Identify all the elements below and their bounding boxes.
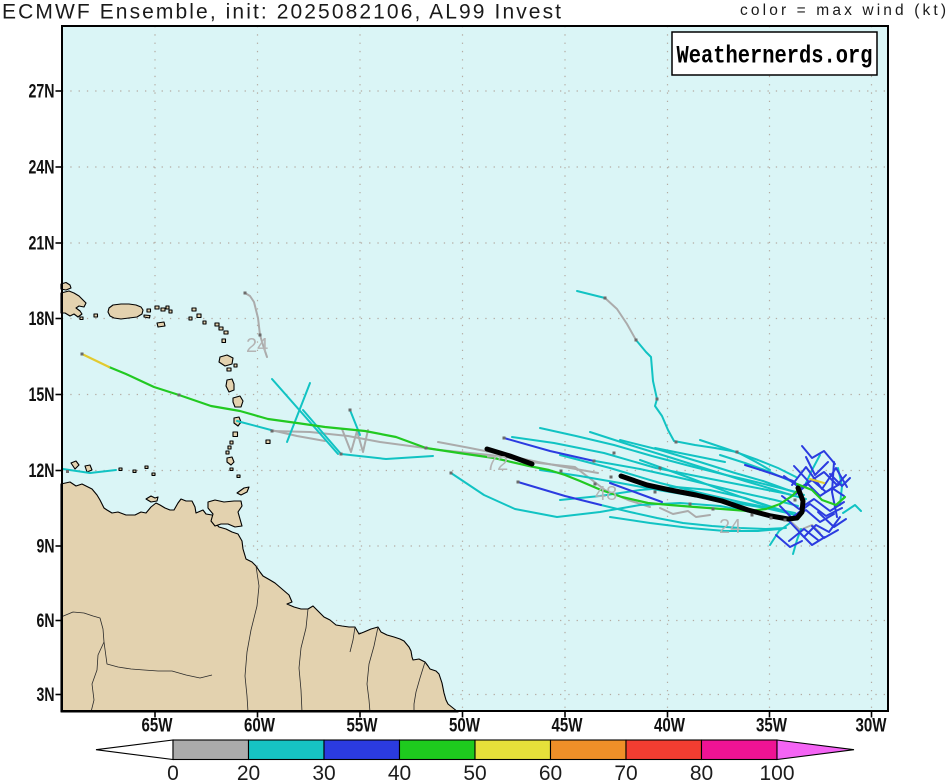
svg-text:40: 40 [388, 762, 411, 783]
svg-text:ECMWF Ensemble, init: 20250821: ECMWF Ensemble, init: 2025082106, AL99 I… [2, 1, 561, 24]
svg-text:6N: 6N [37, 611, 55, 632]
svg-text:40W: 40W [654, 716, 685, 737]
svg-text:60W: 60W [244, 716, 275, 737]
svg-text:55W: 55W [347, 716, 378, 737]
svg-text:65W: 65W [142, 716, 173, 737]
svg-text:24: 24 [246, 335, 268, 357]
svg-text:3N: 3N [37, 685, 55, 706]
svg-text:24: 24 [719, 516, 741, 538]
svg-text:50W: 50W [449, 716, 480, 737]
svg-text:color = max wind (kt): color = max wind (kt) [740, 2, 946, 19]
svg-text:Weathernerds.org: Weathernerds.org [677, 42, 873, 71]
svg-text:50: 50 [463, 762, 486, 783]
svg-text:9N: 9N [37, 537, 55, 558]
svg-text:0: 0 [167, 762, 179, 783]
svg-text:18N: 18N [29, 309, 55, 330]
svg-text:27N: 27N [29, 82, 55, 103]
svg-text:21N: 21N [29, 234, 55, 255]
svg-text:48: 48 [595, 483, 617, 505]
svg-text:45W: 45W [552, 716, 583, 737]
svg-text:30W: 30W [856, 716, 887, 737]
svg-text:80: 80 [690, 762, 713, 783]
svg-text:35W: 35W [756, 716, 787, 737]
svg-text:30: 30 [312, 762, 335, 783]
svg-text:24N: 24N [29, 158, 55, 179]
svg-text:20: 20 [237, 762, 260, 783]
svg-text:70: 70 [614, 762, 637, 783]
svg-text:100: 100 [759, 762, 794, 783]
svg-text:60: 60 [539, 762, 562, 783]
svg-text:12N: 12N [29, 461, 55, 482]
svg-text:72: 72 [486, 453, 508, 475]
svg-text:15N: 15N [29, 385, 55, 406]
